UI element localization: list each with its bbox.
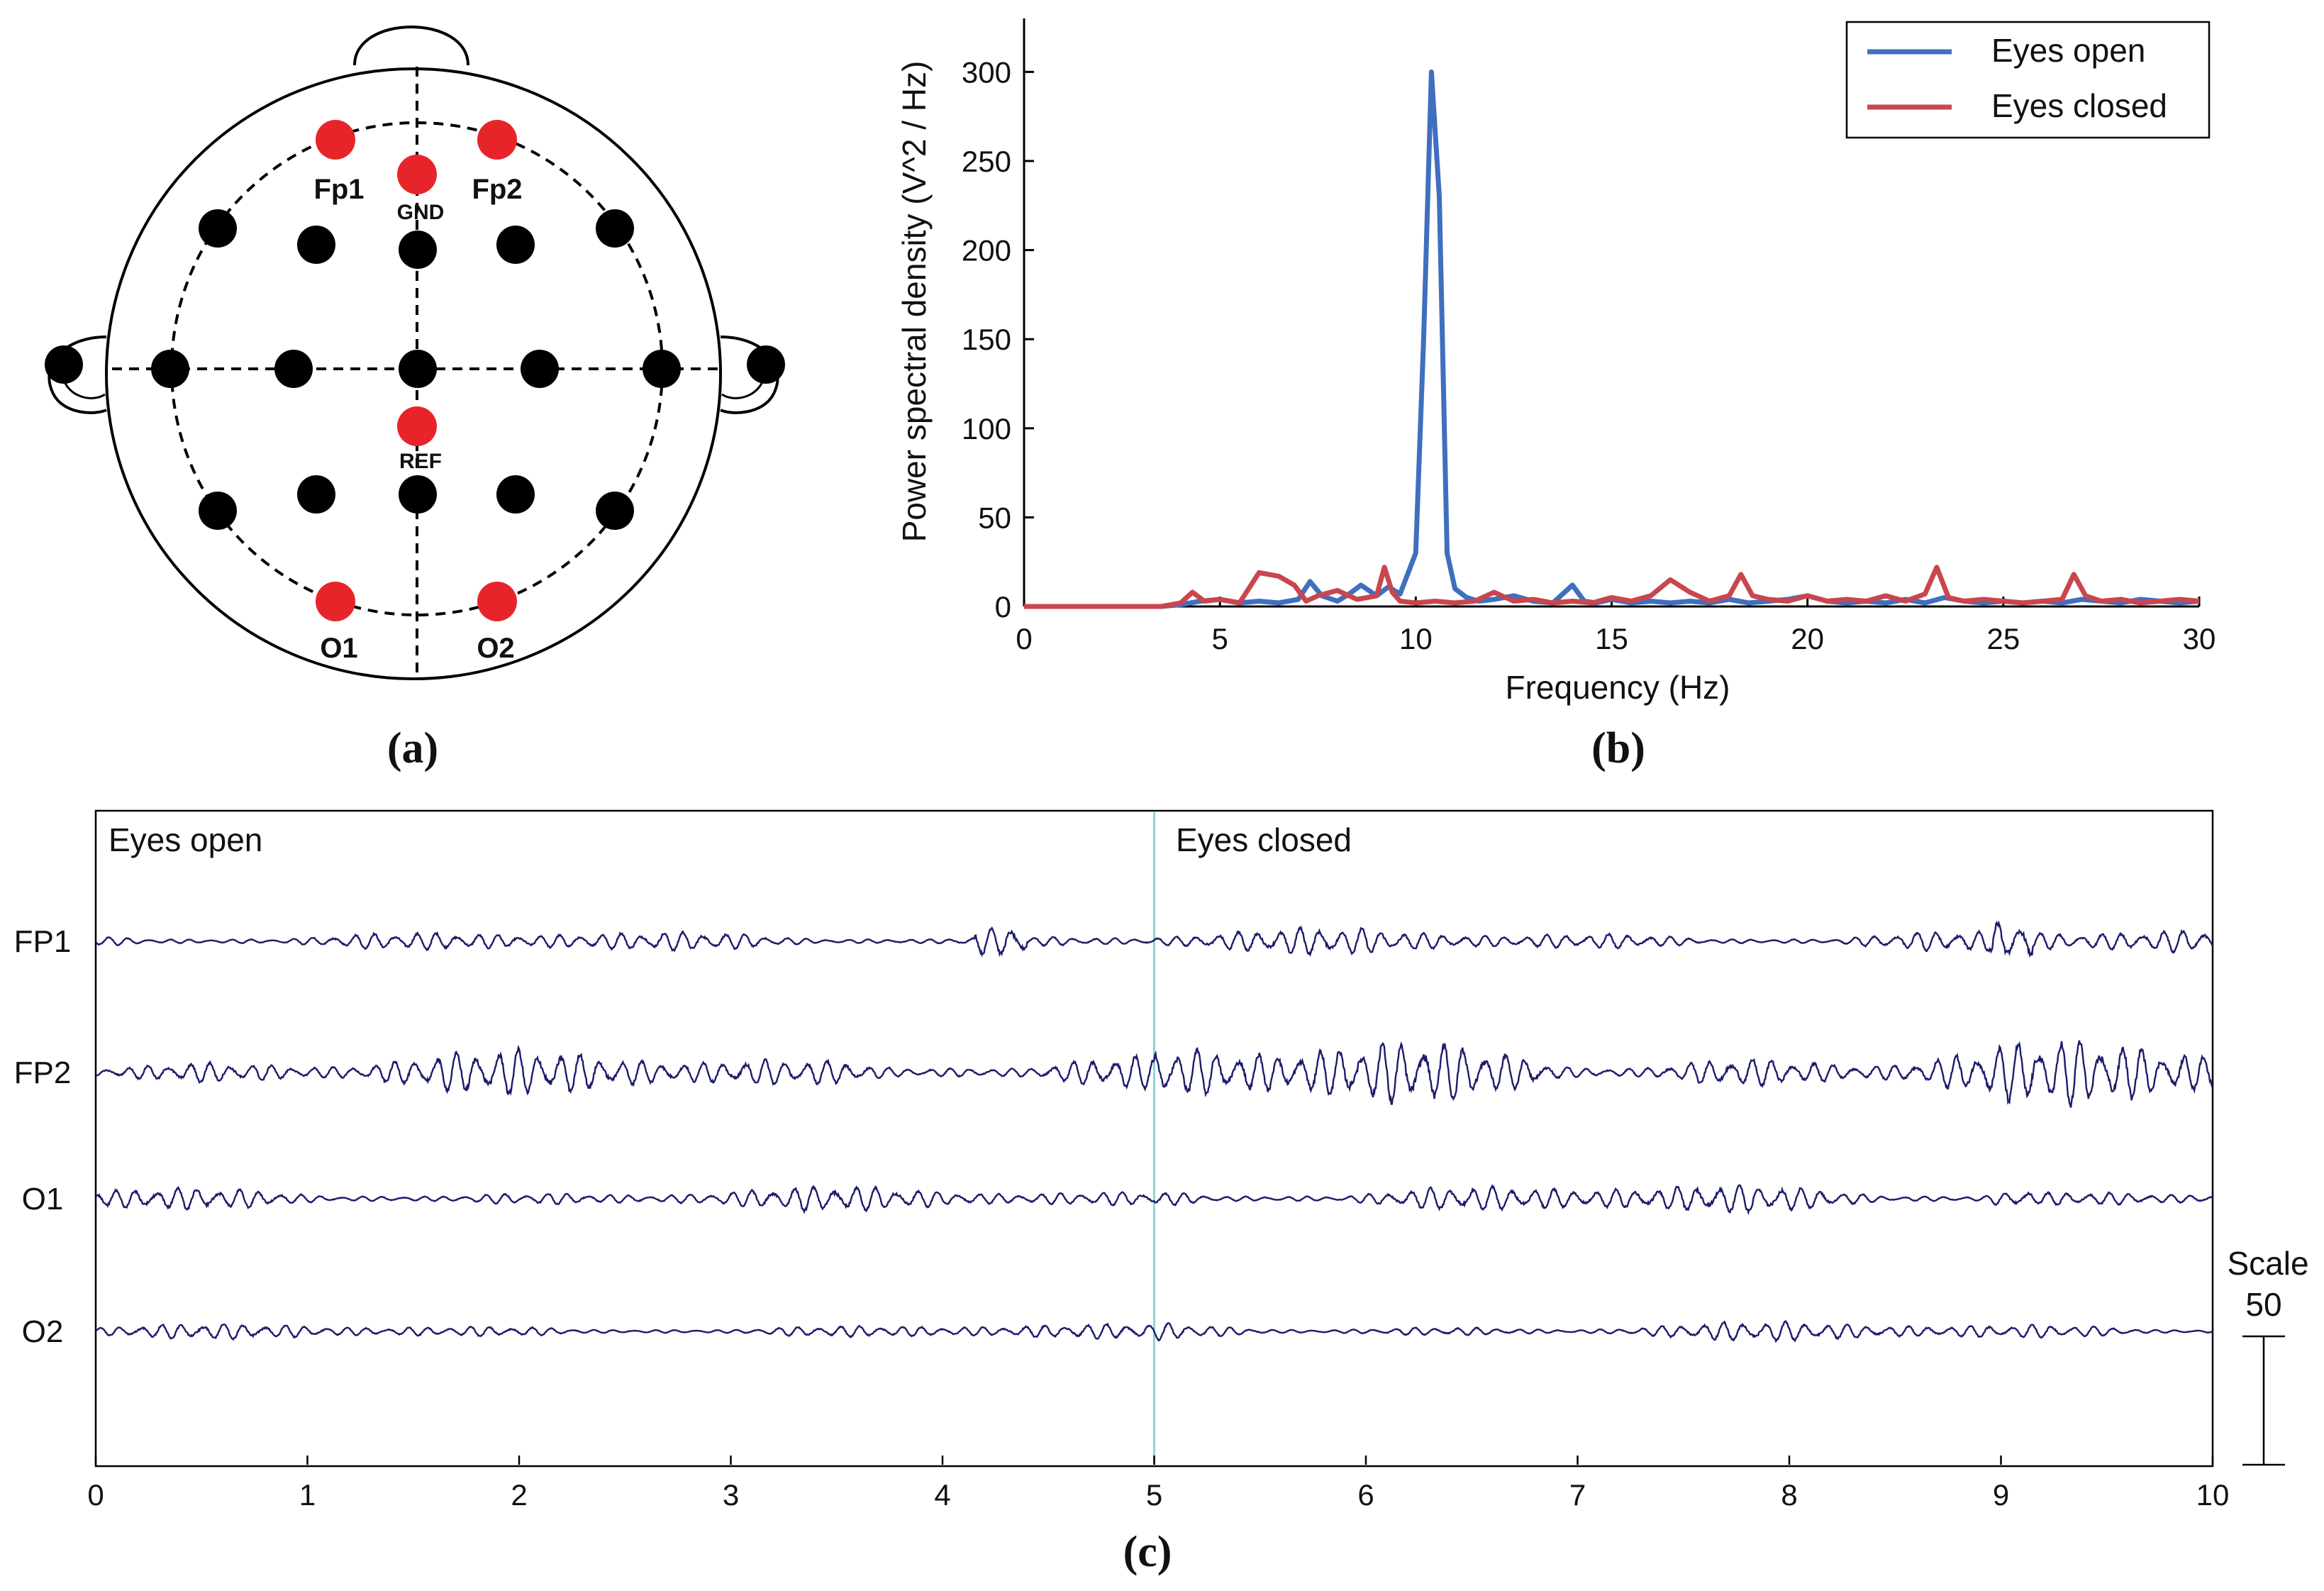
electrode bbox=[151, 350, 189, 388]
eeg-channel-labels: FP1 FP2 O1 O2 bbox=[14, 924, 72, 1349]
psd-series-eyes-open bbox=[1024, 69, 2200, 609]
psd-y-axis-label: Power spectral density (V^2 / Hz) bbox=[896, 61, 933, 543]
electrode-o1 bbox=[316, 582, 355, 621]
electrode bbox=[274, 350, 313, 388]
eeg-x-tick-label: 3 bbox=[723, 1478, 739, 1512]
psd-y-tick-label: 150 bbox=[962, 323, 1011, 356]
psd-x-tick-label: 5 bbox=[1211, 622, 1228, 655]
psd-x-tick-label: 30 bbox=[2183, 622, 2216, 655]
electrode bbox=[521, 350, 559, 388]
eeg-x-tick-label: 0 bbox=[87, 1478, 104, 1512]
electrode bbox=[399, 231, 437, 269]
psd-y-tick-label: 100 bbox=[962, 412, 1011, 445]
electrode-ref bbox=[397, 406, 437, 446]
psd-x-tick-label: 10 bbox=[1399, 622, 1433, 655]
psd-y-tick-label: 0 bbox=[995, 590, 1011, 623]
eeg-x-tick-label: 2 bbox=[511, 1478, 527, 1512]
electrode bbox=[596, 209, 634, 248]
eeg-x-tick-label: 10 bbox=[2196, 1478, 2230, 1512]
scale-label: Scale bbox=[2227, 1245, 2308, 1282]
electrode bbox=[45, 345, 83, 384]
head-nose bbox=[353, 26, 469, 66]
label-o1: O1 bbox=[320, 633, 357, 664]
label-ref: REF bbox=[399, 450, 442, 473]
psd-y-ticks: 0 50 100 150 200 250 300 bbox=[962, 55, 1034, 623]
eeg-x-tick-label: 5 bbox=[1146, 1478, 1162, 1512]
label-fp1: Fp1 bbox=[313, 174, 364, 205]
psd-x-tick-label: 0 bbox=[1016, 622, 1032, 655]
psd-series bbox=[1024, 69, 2200, 609]
left-ear bbox=[48, 336, 107, 414]
channel-label-fp1: FP1 bbox=[14, 924, 72, 959]
electrode bbox=[399, 350, 437, 388]
active-electrodes bbox=[316, 120, 517, 621]
electrode bbox=[747, 345, 785, 384]
right-ear bbox=[720, 336, 779, 414]
label-o2: O2 bbox=[477, 633, 514, 664]
legend-box bbox=[1845, 21, 2211, 139]
electrode-fp1 bbox=[316, 120, 355, 160]
label-gnd: GND bbox=[397, 201, 445, 224]
eeg-trace-o1 bbox=[95, 1184, 2213, 1216]
caption-b: (b) bbox=[1591, 724, 1645, 772]
eeg-traces bbox=[95, 920, 2214, 1343]
electrode-o2 bbox=[477, 582, 517, 621]
channel-label-fp2: FP2 bbox=[14, 1055, 72, 1090]
psd-x-ticks: 0 5 10 15 20 25 30 bbox=[1016, 597, 2215, 655]
annotation-eyes-open: Eyes open bbox=[109, 821, 262, 858]
eeg-x-tick-label: 4 bbox=[934, 1478, 950, 1512]
eeg-x-tick-label: 6 bbox=[1357, 1478, 1374, 1512]
electrode bbox=[496, 475, 535, 514]
electrode bbox=[297, 226, 335, 264]
passive-electrodes bbox=[45, 209, 785, 530]
caption-c: (c) bbox=[1123, 1528, 1172, 1576]
eeg-trace-o2 bbox=[95, 1319, 2213, 1343]
electrode-gnd bbox=[397, 155, 437, 194]
electrode-montage-diagram: Fp1 GND Fp2 REF O1 O2 (a) bbox=[45, 26, 785, 772]
eeg-x-tick-label: 9 bbox=[1993, 1478, 2009, 1512]
eeg-x-tick-label: 8 bbox=[1781, 1478, 1797, 1512]
scale-value: 50 bbox=[2245, 1286, 2281, 1323]
electrode bbox=[199, 209, 237, 248]
electrode bbox=[199, 492, 237, 530]
channel-label-o1: O1 bbox=[22, 1182, 64, 1216]
eeg-x-tick-label: 7 bbox=[1569, 1478, 1586, 1512]
psd-x-axis-label: Frequency (Hz) bbox=[1506, 669, 1730, 706]
legend-label-eyes-closed: Eyes closed bbox=[1991, 87, 2167, 124]
electrode-fp2 bbox=[477, 120, 517, 160]
eeg-trace-fp2 bbox=[95, 1040, 2213, 1108]
annotation-eyes-closed: Eyes closed bbox=[1176, 821, 1352, 858]
eeg-plot-frame bbox=[94, 809, 2214, 1468]
electrode bbox=[297, 475, 335, 514]
caption-a: (a) bbox=[387, 724, 438, 772]
psd-y-tick-label: 50 bbox=[978, 501, 1011, 534]
scale-bar: Scale 50 bbox=[2227, 1245, 2309, 1466]
psd-y-tick-label: 250 bbox=[962, 145, 1011, 178]
channel-label-o2: O2 bbox=[22, 1314, 64, 1349]
electrode bbox=[596, 492, 634, 530]
label-fp2: Fp2 bbox=[472, 174, 522, 205]
psd-x-tick-label: 15 bbox=[1595, 622, 1628, 655]
legend-label-eyes-open: Eyes open bbox=[1991, 32, 2145, 69]
psd-series-eyes-closed bbox=[1024, 565, 2200, 609]
psd-y-tick-label: 300 bbox=[962, 55, 1011, 89]
eeg-x-ticks: 0 1 2 3 4 5 6 7 8 9 10 bbox=[87, 1456, 2229, 1512]
psd-x-tick-label: 25 bbox=[1986, 622, 2020, 655]
electrode bbox=[399, 475, 437, 514]
psd-legend: Eyes open Eyes closed bbox=[1845, 21, 2211, 139]
electrode bbox=[643, 350, 681, 388]
eeg-trace-fp1 bbox=[95, 920, 2214, 958]
psd-y-tick-label: 200 bbox=[962, 234, 1011, 267]
electrode bbox=[496, 226, 535, 264]
eeg-x-tick-label: 1 bbox=[299, 1478, 316, 1512]
psd-chart: 0 50 100 150 200 250 300 0 5 10 15 20 25 30 Frequenc… bbox=[896, 18, 2215, 772]
eeg-trace-chart: 0 1 2 3 4 5 6 7 8 9 10 FP1 FP2 O1 O2 Eyes open Eyes c… bbox=[14, 809, 2309, 1576]
psd-x-tick-label: 20 bbox=[1791, 622, 1824, 655]
